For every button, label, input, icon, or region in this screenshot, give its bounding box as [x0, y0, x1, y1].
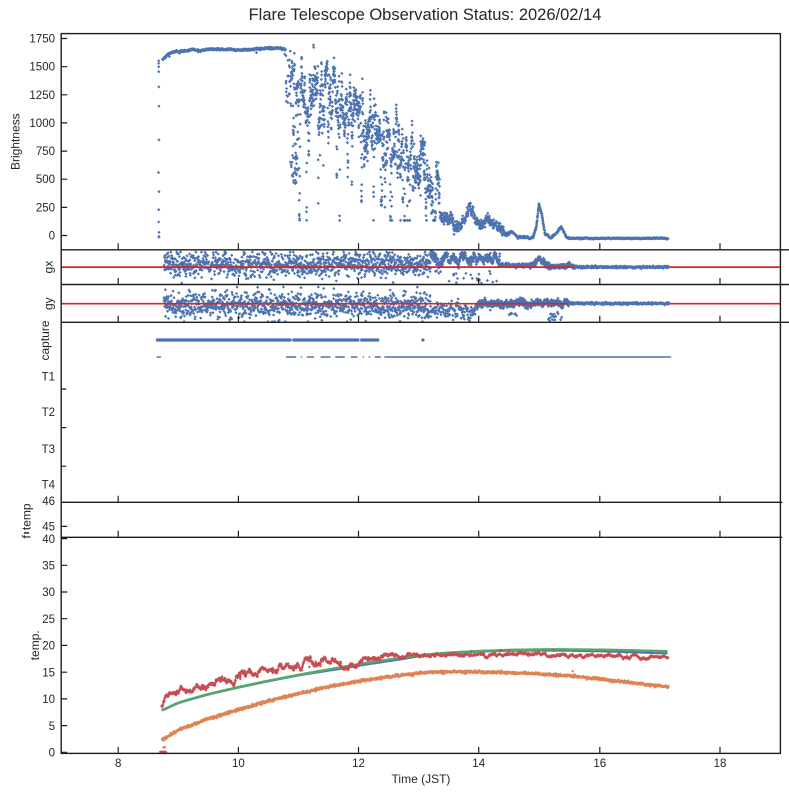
svg-text:gy: gy [42, 297, 56, 310]
svg-text:10: 10 [232, 758, 245, 770]
svg-text:250: 250 [36, 202, 55, 214]
svg-text:gx: gx [42, 261, 56, 274]
svg-text:Flare Telescope Observation St: Flare Telescope Observation Status: 2026… [249, 6, 602, 24]
svg-text:12: 12 [352, 758, 365, 770]
svg-text:40: 40 [42, 534, 55, 546]
svg-text:16: 16 [593, 758, 606, 770]
svg-text:10: 10 [42, 694, 55, 706]
svg-text:8: 8 [115, 758, 121, 770]
svg-text:15: 15 [42, 667, 55, 679]
svg-text:0: 0 [49, 748, 55, 760]
svg-text:Time (JST): Time (JST) [392, 772, 451, 786]
svg-text:45: 45 [42, 522, 55, 534]
svg-text:25: 25 [42, 614, 55, 626]
svg-text:1000: 1000 [29, 118, 55, 130]
svg-text:T1: T1 [42, 371, 55, 383]
svg-text:750: 750 [36, 146, 55, 158]
svg-text:46: 46 [42, 496, 55, 508]
svg-text:Brightness: Brightness [9, 113, 23, 170]
svg-text:1750: 1750 [29, 34, 55, 46]
svg-text:T4: T4 [42, 480, 56, 492]
svg-text:500: 500 [36, 174, 55, 186]
svg-text:T2: T2 [42, 407, 55, 419]
svg-text:temp.: temp. [28, 630, 42, 660]
svg-text:0: 0 [49, 231, 55, 243]
svg-text:capture: capture [38, 320, 52, 360]
svg-text:35: 35 [42, 561, 55, 573]
svg-text:1500: 1500 [29, 62, 55, 74]
svg-text:14: 14 [472, 758, 485, 770]
svg-text:1250: 1250 [29, 90, 55, 102]
svg-text:T3: T3 [42, 444, 55, 456]
svg-text:30: 30 [42, 587, 55, 599]
svg-text:temp: temp [20, 503, 34, 530]
svg-text:18: 18 [714, 758, 727, 770]
svg-text:f: f [20, 534, 34, 538]
svg-text:20: 20 [42, 641, 55, 653]
svg-text:5: 5 [49, 721, 55, 733]
